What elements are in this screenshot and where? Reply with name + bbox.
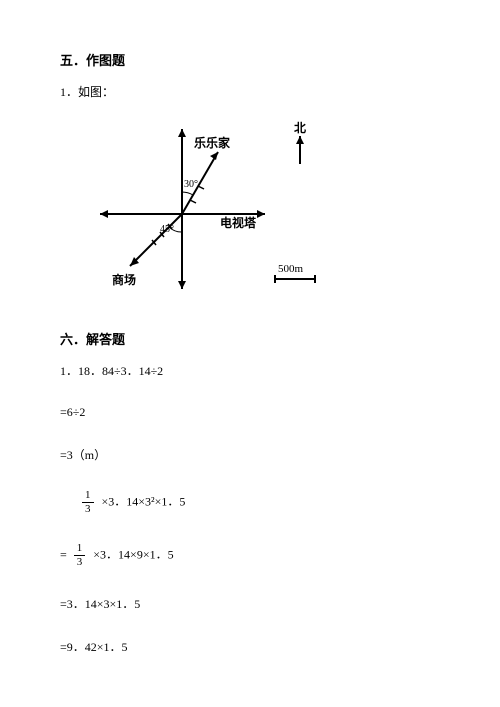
line-shop — [130, 214, 182, 266]
calc-step-3: 1 3 ×3．14×3²×1．5 — [78, 489, 440, 516]
frac-num: 1 — [82, 489, 94, 503]
frac-den: 3 — [82, 503, 94, 516]
north-indicator-arrow — [296, 136, 304, 144]
arrow-south — [178, 281, 186, 289]
calc-step-2: =3（m） — [60, 446, 440, 463]
label-scale: 500m — [278, 263, 304, 275]
calc-step-1: =6÷2 — [60, 405, 440, 420]
frac-den-b: 3 — [74, 556, 86, 569]
arrow-east — [257, 210, 265, 218]
calc-step-3-rest: ×3．14×3²×1．5 — [102, 494, 186, 508]
arrow-north — [178, 129, 186, 137]
section-5-item-1: 1．如图： — [60, 83, 440, 100]
calc-step-5: =3．14×3×1．5 — [60, 595, 440, 612]
calc-item-1: 1．18．84÷3．14÷2 — [60, 362, 440, 379]
section-5-title: 五．作图题 — [60, 50, 440, 69]
frac-num-b: 1 — [74, 542, 86, 556]
section-6-title: 六．解答题 — [60, 329, 440, 348]
calc-step-4: = 1 3 ×3．14×9×1．5 — [60, 542, 440, 569]
arc-30 — [182, 192, 193, 195]
tick-ne-2 — [198, 186, 204, 189]
calc-step-4-rest: ×3．14×9×1．5 — [93, 547, 173, 561]
label-tower: 电视塔 — [220, 215, 257, 230]
label-lele: 乐乐家 — [194, 135, 231, 150]
label-shop: 商场 — [112, 272, 136, 287]
direction-diagram: 北 乐乐家 电视塔 商场 500m 30° 45° — [90, 114, 330, 304]
label-north: 北 — [294, 120, 306, 135]
fraction-1-3-b: 1 3 — [74, 542, 86, 569]
tick-ne-1 — [190, 200, 196, 203]
fraction-1-3: 1 3 — [82, 489, 94, 516]
label-angle-45: 45° — [160, 224, 174, 235]
label-angle-30: 30° — [184, 179, 198, 190]
diagram-container: 北 乐乐家 电视塔 商场 500m 30° 45° — [90, 114, 440, 309]
calc-step-4-eq: = — [60, 547, 67, 561]
arrow-west — [100, 210, 108, 218]
calc-step-6: =9．42×1．5 — [60, 638, 440, 655]
